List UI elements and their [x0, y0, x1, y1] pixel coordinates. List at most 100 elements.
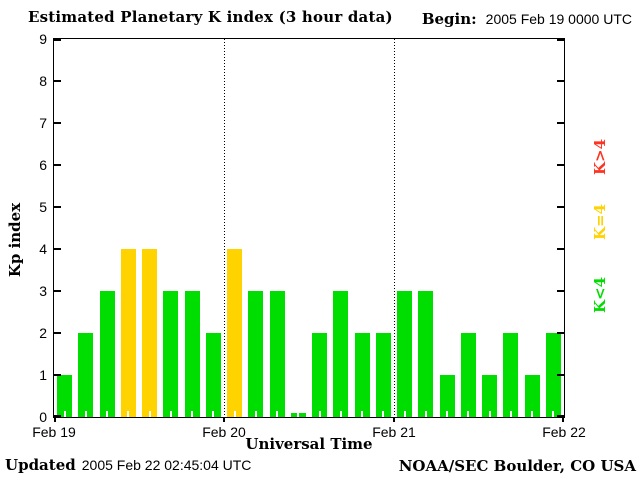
axis-tick-notch: [234, 411, 236, 417]
kp-bar: [100, 291, 115, 417]
axis-tick-notch: [489, 411, 491, 417]
y-tick-label: 8: [39, 73, 47, 89]
kp-bar: [142, 249, 157, 417]
y-axis-tick: [54, 122, 61, 124]
y-axis-tick: [54, 290, 61, 292]
updated-timestamp: Updated 2005 Feb 22 02:45:04 UTC: [5, 456, 251, 475]
y-tick-label: 7: [39, 115, 47, 131]
x-tick-label: Feb 21: [372, 424, 416, 440]
y-axis-tick: [557, 206, 564, 208]
kp-bar: [461, 333, 476, 417]
y-tick-label: 6: [39, 157, 47, 173]
axis-tick-notch: [170, 411, 172, 417]
begin-timestamp: Begin: 2005 Feb 19 0000 UTC: [422, 10, 632, 29]
axis-tick-notch: [297, 411, 299, 417]
kp-bar: [482, 375, 497, 417]
y-axis-tick: [557, 80, 564, 82]
kp-bar: [248, 291, 263, 417]
axis-tick-notch: [64, 411, 66, 417]
kp-bar: [418, 291, 433, 417]
axis-tick-notch: [106, 411, 108, 417]
axis-tick-notch: [276, 411, 278, 417]
kp-bar: [57, 375, 72, 417]
kp-bar: [227, 249, 242, 417]
axis-tick-notch: [319, 411, 321, 417]
axis-tick-notch: [85, 411, 87, 417]
y-axis-tick: [557, 332, 564, 334]
kp-bar: [121, 249, 136, 417]
kp-bar: [185, 291, 200, 417]
chart-title: Estimated Planetary K index (3 hour data…: [28, 8, 393, 26]
kp-bar: [270, 291, 285, 417]
kp-bar: [376, 333, 391, 417]
axis-tick-notch: [149, 411, 151, 417]
day-boundary-gridline: [394, 39, 395, 417]
x-axis-tick: [562, 417, 564, 422]
y-axis-tick: [54, 164, 61, 166]
axis-tick-notch: [531, 411, 533, 417]
kp-bar: [78, 333, 93, 417]
axis-tick-notch: [361, 411, 363, 417]
y-tick-label: 0: [39, 409, 47, 425]
y-axis-tick: [557, 39, 564, 41]
x-tick-label: Feb 20: [202, 424, 246, 440]
y-tick-label: 4: [39, 241, 47, 257]
axis-tick-notch: [212, 411, 214, 417]
kp-bar: [312, 333, 327, 417]
y-axis-tick: [54, 415, 61, 417]
axis-tick-notch: [467, 411, 469, 417]
updated-label: Updated: [5, 456, 76, 474]
kp-bar: [546, 333, 561, 417]
axis-tick-notch: [510, 411, 512, 417]
y-axis-tick: [557, 248, 564, 250]
y-tick-label: 5: [39, 199, 47, 215]
x-tick-label: Feb 19: [32, 424, 76, 440]
axis-tick-notch: [340, 411, 342, 417]
y-axis-tick: [54, 374, 61, 376]
axis-tick-notch: [255, 411, 257, 417]
kp-bar: [206, 333, 221, 417]
x-axis-tick: [223, 417, 225, 422]
y-tick-label: 1: [39, 367, 47, 383]
kp-bar: [355, 333, 370, 417]
y-axis-tick: [54, 206, 61, 208]
kp-bar: [440, 375, 455, 417]
updated-value: 2005 Feb 22 02:45:04 UTC: [81, 457, 252, 473]
x-axis-title: Universal Time: [245, 435, 373, 453]
y-axis-tick: [557, 122, 564, 124]
kp-bar: [163, 291, 178, 417]
kp-bar: [333, 291, 348, 417]
y-axis-tick: [54, 80, 61, 82]
legend-k-eq-4: K=4: [591, 203, 609, 241]
kp-bar: [503, 333, 518, 417]
axis-tick-notch: [425, 411, 427, 417]
axis-tick-notch: [552, 411, 554, 417]
axis-tick-notch: [127, 411, 129, 417]
y-axis-tick: [557, 164, 564, 166]
axis-tick-notch: [404, 411, 406, 417]
y-axis-tick: [557, 415, 564, 417]
begin-value: 2005 Feb 19 0000 UTC: [485, 11, 632, 27]
legend-k-lt-4: K<4: [591, 276, 609, 314]
axis-tick-notch: [446, 411, 448, 417]
begin-label: Begin:: [421, 10, 477, 28]
y-axis-tick: [557, 290, 564, 292]
y-axis-title: Kp index: [6, 202, 24, 278]
legend-k-gt-4: K>4: [591, 138, 609, 176]
y-tick-label: 2: [39, 325, 47, 341]
x-tick-label: Feb 22: [542, 424, 586, 440]
y-axis-tick: [54, 248, 61, 250]
plot-area: 0 1 2 3 4 5 6 7 8 9 Feb 19 Feb 20 Feb 21 Feb 22: [32, 31, 586, 440]
y-tick-label: 3: [39, 283, 47, 299]
axis-tick-notch: [191, 411, 193, 417]
y-tick-label: 9: [39, 31, 47, 47]
x-axis-tick: [393, 417, 395, 422]
x-axis-tick: [54, 417, 56, 422]
y-axis-tick: [54, 39, 61, 41]
day-boundary-gridline: [224, 39, 225, 417]
kp-bar: [397, 291, 412, 417]
kp-bar: [525, 375, 540, 417]
credit: NOAA/SEC Boulder, CO USA: [398, 457, 636, 475]
y-axis-tick: [54, 332, 61, 334]
